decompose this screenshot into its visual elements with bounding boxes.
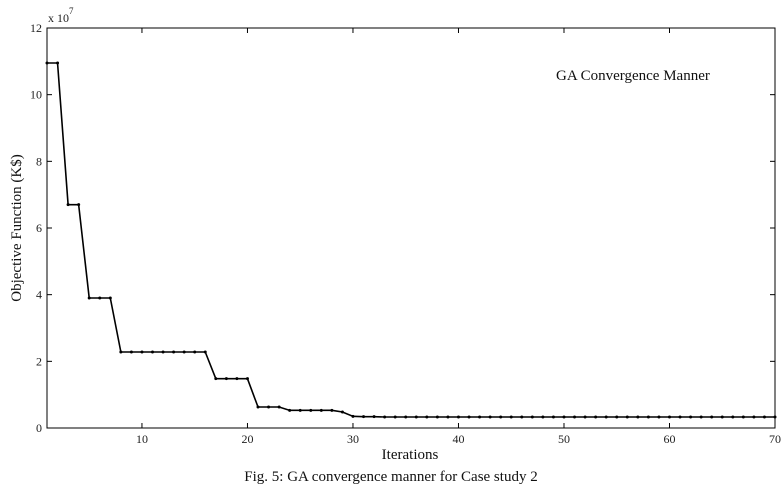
x-tick-label: 40 bbox=[452, 432, 464, 446]
data-point bbox=[193, 350, 197, 354]
data-point bbox=[435, 415, 439, 419]
data-point bbox=[594, 415, 598, 419]
data-point bbox=[161, 350, 165, 354]
data-point bbox=[245, 377, 249, 381]
data-point bbox=[773, 415, 777, 419]
data-point bbox=[267, 405, 271, 409]
data-point bbox=[214, 377, 218, 381]
data-point bbox=[119, 350, 123, 354]
data-point bbox=[762, 415, 766, 419]
data-point bbox=[509, 415, 513, 419]
data-point bbox=[172, 350, 176, 354]
data-point bbox=[309, 408, 313, 412]
chart-annotation: GA Convergence Manner bbox=[556, 68, 710, 84]
data-point bbox=[689, 415, 693, 419]
data-point bbox=[182, 350, 186, 354]
y-tick-label: 10 bbox=[30, 88, 42, 102]
data-point bbox=[87, 296, 91, 300]
data-point bbox=[203, 350, 207, 354]
convergence-chart: 10 20 30 40 50 60 70 0 2 4 6 8 10 12 x 10 7 GA Conver… bbox=[9, 6, 781, 463]
data-point bbox=[615, 415, 619, 419]
data-point bbox=[710, 415, 714, 419]
data-point bbox=[741, 415, 745, 419]
data-point bbox=[562, 415, 566, 419]
data-point bbox=[404, 415, 408, 419]
axis-ticks: 10 20 30 40 50 60 70 0 2 4 6 8 10 12 bbox=[30, 21, 781, 446]
x-tick-label: 50 bbox=[558, 432, 570, 446]
data-point bbox=[45, 61, 49, 65]
x-tick-label: 70 bbox=[769, 432, 781, 446]
data-point bbox=[636, 415, 640, 419]
data-point bbox=[414, 415, 418, 419]
data-point bbox=[288, 408, 292, 412]
data-point bbox=[488, 415, 492, 419]
data-point bbox=[625, 415, 629, 419]
data-point bbox=[393, 415, 397, 419]
x-tick-label: 10 bbox=[136, 432, 148, 446]
data-point bbox=[731, 415, 735, 419]
data-point bbox=[362, 415, 366, 419]
data-point bbox=[667, 415, 671, 419]
data-point bbox=[256, 405, 260, 409]
y-tick-label: 6 bbox=[36, 221, 42, 235]
y-multiplier-label: x 10 bbox=[48, 11, 69, 25]
data-point bbox=[383, 415, 387, 419]
x-axis-label: Iterations bbox=[382, 447, 439, 463]
data-point bbox=[530, 415, 534, 419]
data-point bbox=[235, 377, 239, 381]
data-point bbox=[604, 415, 608, 419]
y-tick-label: 8 bbox=[36, 154, 42, 168]
data-point bbox=[66, 203, 70, 207]
data-point bbox=[657, 415, 661, 419]
data-point bbox=[478, 415, 482, 419]
data-point bbox=[56, 61, 60, 65]
data-point bbox=[319, 408, 323, 412]
data-point bbox=[646, 415, 650, 419]
data-point bbox=[752, 415, 756, 419]
data-point bbox=[425, 415, 429, 419]
data-point bbox=[467, 415, 471, 419]
data-point bbox=[678, 415, 682, 419]
series-layer bbox=[45, 61, 777, 419]
data-point bbox=[77, 203, 81, 207]
data-point bbox=[151, 350, 155, 354]
data-point bbox=[330, 408, 334, 412]
data-point bbox=[551, 415, 555, 419]
x-tick-label: 60 bbox=[663, 432, 675, 446]
data-point bbox=[372, 415, 376, 419]
data-point bbox=[129, 350, 133, 354]
plot-frame bbox=[46, 27, 776, 429]
data-point bbox=[573, 415, 577, 419]
figure-caption: Fig. 5: GA convergence manner for Case s… bbox=[244, 469, 538, 485]
series-line bbox=[47, 62, 775, 418]
y-tick-label: 4 bbox=[36, 288, 42, 302]
data-point bbox=[583, 415, 587, 419]
data-point bbox=[499, 415, 503, 419]
data-point bbox=[277, 405, 281, 409]
y-tick-label: 0 bbox=[36, 421, 42, 435]
data-point bbox=[720, 415, 724, 419]
data-point bbox=[351, 414, 355, 418]
data-point bbox=[108, 296, 112, 300]
data-point bbox=[699, 415, 703, 419]
y-tick-label: 12 bbox=[30, 21, 42, 35]
data-point bbox=[520, 415, 524, 419]
y-multiplier-exponent: 7 bbox=[69, 6, 74, 16]
data-point bbox=[340, 410, 344, 414]
x-tick-label: 20 bbox=[241, 432, 253, 446]
x-tick-label: 30 bbox=[347, 432, 359, 446]
data-point bbox=[224, 377, 228, 381]
data-point bbox=[98, 296, 102, 300]
y-tick-label: 2 bbox=[36, 354, 42, 368]
data-point bbox=[456, 415, 460, 419]
data-point bbox=[140, 350, 144, 354]
data-point bbox=[541, 415, 545, 419]
data-point bbox=[446, 415, 450, 419]
y-axis-label: Objective Function (K$) bbox=[9, 154, 25, 301]
data-point bbox=[298, 408, 302, 412]
